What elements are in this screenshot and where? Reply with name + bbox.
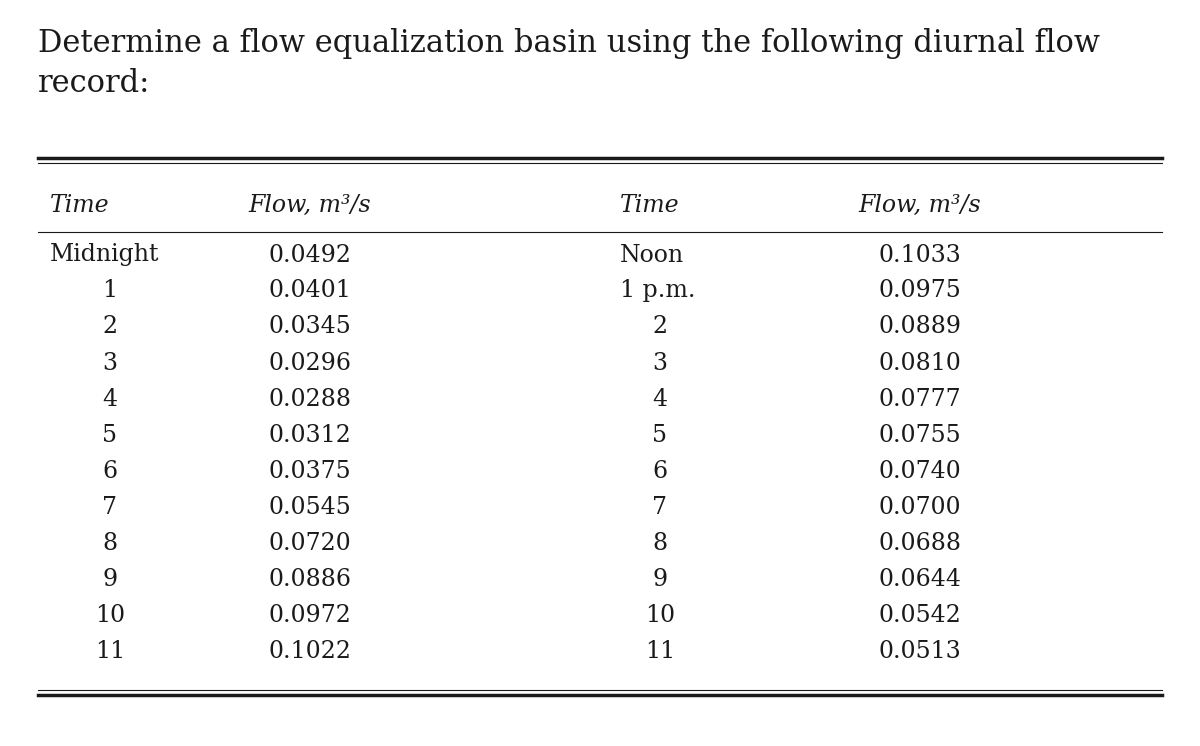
Text: 0.0700: 0.0700 [878,495,961,518]
Text: 0.0312: 0.0312 [269,424,352,447]
Text: 0.0644: 0.0644 [878,568,961,591]
Text: 2: 2 [653,316,667,339]
Text: 0.0975: 0.0975 [878,280,961,302]
Text: 3: 3 [102,351,118,374]
Text: Flow, m³/s: Flow, m³/s [859,193,982,216]
Text: 8: 8 [653,531,667,554]
Text: 9: 9 [102,568,118,591]
Text: 1 p.m.: 1 p.m. [620,280,696,302]
Text: 2: 2 [102,316,118,339]
Text: 0.0972: 0.0972 [269,604,352,627]
Text: 9: 9 [653,568,667,591]
Text: 0.0375: 0.0375 [269,460,352,483]
Text: 4: 4 [102,387,118,410]
Text: 0.0345: 0.0345 [269,316,352,339]
Text: Noon: Noon [620,243,684,266]
Text: Midnight: Midnight [50,243,160,266]
Text: 0.0542: 0.0542 [878,604,961,627]
Text: 4: 4 [653,387,667,410]
Text: 0.0288: 0.0288 [269,387,352,410]
Text: 8: 8 [102,531,118,554]
Text: 0.0810: 0.0810 [878,351,961,374]
Text: Time: Time [620,193,679,216]
Text: 10: 10 [95,604,125,627]
Text: 0.0889: 0.0889 [878,316,961,339]
Text: 0.0545: 0.0545 [269,495,352,518]
Text: 0.0688: 0.0688 [878,531,961,554]
Text: 11: 11 [95,639,125,662]
Text: 0.1022: 0.1022 [269,639,352,662]
Text: 0.0401: 0.0401 [269,280,352,302]
Text: 6: 6 [653,460,667,483]
Text: 3: 3 [653,351,667,374]
Text: 10: 10 [644,604,676,627]
Text: 1: 1 [102,280,118,302]
Text: 5: 5 [102,424,118,447]
Text: 0.0740: 0.0740 [878,460,961,483]
Text: 11: 11 [644,639,676,662]
Text: 0.0492: 0.0492 [269,243,352,266]
Text: record:: record: [38,68,150,99]
Text: 0.0296: 0.0296 [269,351,352,374]
Text: 0.0755: 0.0755 [878,424,961,447]
Text: 0.1033: 0.1033 [878,243,961,266]
Text: 5: 5 [653,424,667,447]
Text: 0.0513: 0.0513 [878,639,961,662]
Text: Time: Time [50,193,109,216]
Text: 0.0886: 0.0886 [269,568,352,591]
Text: Determine a flow equalization basin using the following diurnal flow: Determine a flow equalization basin usin… [38,28,1100,59]
Text: 7: 7 [653,495,667,518]
Text: 0.0777: 0.0777 [878,387,961,410]
Text: 6: 6 [102,460,118,483]
Text: 7: 7 [102,495,118,518]
Text: Flow, m³/s: Flow, m³/s [248,193,371,216]
Text: 0.0720: 0.0720 [269,531,352,554]
